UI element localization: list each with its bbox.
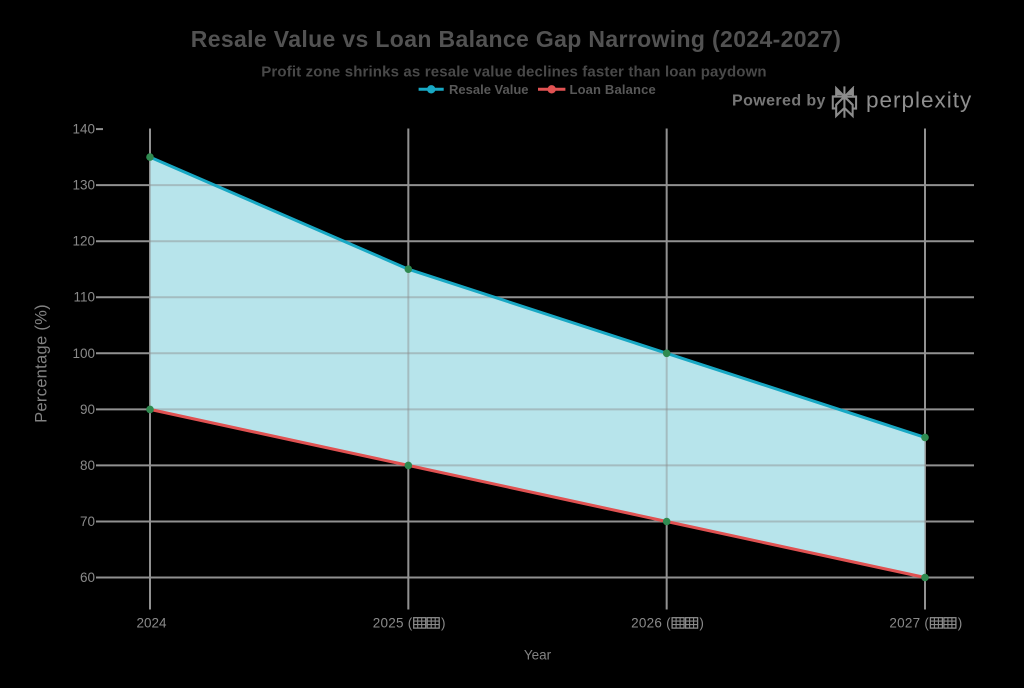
svg-text:2027 (: 2027 ( xyxy=(889,616,929,631)
svg-text:): ) xyxy=(699,616,704,631)
svg-text:60: 60 xyxy=(80,570,95,585)
svg-text:120: 120 xyxy=(72,234,95,249)
svg-text:Percentage (%): Percentage (%) xyxy=(33,304,51,423)
svg-text:2026 (: 2026 ( xyxy=(631,616,671,631)
svg-text:140: 140 xyxy=(72,122,95,137)
svg-text:): ) xyxy=(441,616,446,631)
svg-text:2024: 2024 xyxy=(136,616,167,631)
svg-text:70: 70 xyxy=(80,514,95,529)
svg-text:90: 90 xyxy=(80,402,95,417)
svg-text:Year: Year xyxy=(524,648,552,663)
svg-text:130: 130 xyxy=(72,178,95,193)
svg-text:Resale Value: Resale Value xyxy=(449,82,529,97)
svg-text:80: 80 xyxy=(80,458,95,473)
svg-text:Profit zone shrinks as resale: Profit zone shrinks as resale value decl… xyxy=(261,64,767,81)
svg-text:Powered by: Powered by xyxy=(732,93,826,110)
svg-text:Resale Value vs Loan Balance G: Resale Value vs Loan Balance Gap Narrowi… xyxy=(191,26,841,52)
svg-text:): ) xyxy=(958,616,963,631)
svg-text:100: 100 xyxy=(72,346,95,361)
svg-text:2025 (: 2025 ( xyxy=(373,616,413,631)
svg-text:110: 110 xyxy=(73,290,95,305)
svg-text:Loan Balance: Loan Balance xyxy=(570,82,656,97)
svg-text:perplexity: perplexity xyxy=(866,88,972,113)
